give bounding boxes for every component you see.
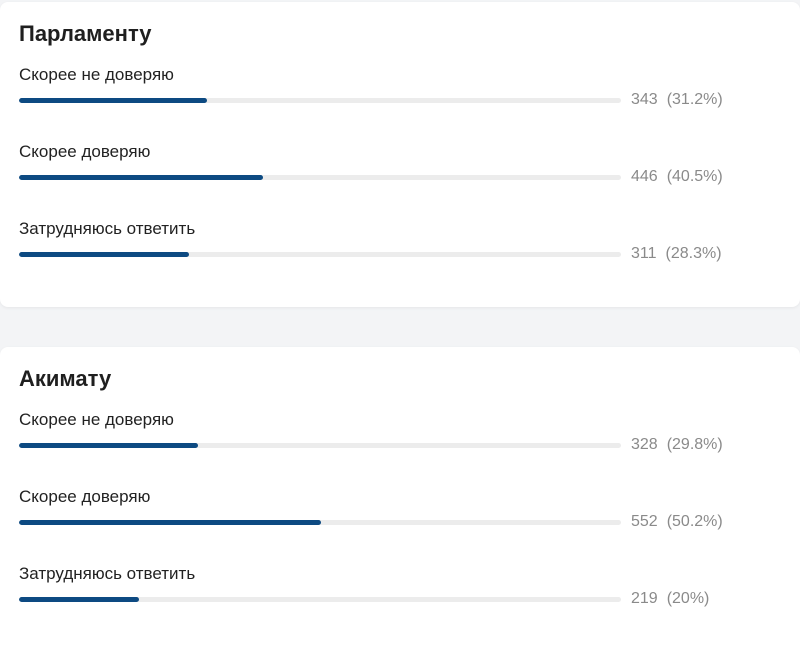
vote-count: 343 bbox=[631, 91, 658, 108]
vote-count: 311 bbox=[631, 245, 657, 262]
option-stats: 328 (29.8%) bbox=[631, 435, 723, 455]
result-bar-fill bbox=[19, 443, 199, 448]
poll-option: Затрудняюсь ответить 219 (20%) bbox=[0, 563, 800, 633]
vote-percent: (40.5%) bbox=[666, 168, 723, 185]
result-bar-track bbox=[19, 252, 621, 257]
option-stats: 446 (40.5%) bbox=[631, 167, 723, 187]
vote-count: 219 bbox=[631, 590, 658, 607]
vote-percent: (28.3%) bbox=[665, 245, 722, 262]
vote-percent: (31.2%) bbox=[666, 91, 723, 108]
poll-option: Скорее доверяю 552 (50.2%) bbox=[0, 486, 800, 556]
poll-card-akimat: Акимату Скорее не доверяю 328 (29.8%) Ско… bbox=[0, 347, 800, 648]
poll-title: Акимату bbox=[19, 366, 112, 391]
result-bar-fill bbox=[19, 252, 190, 257]
result-bar-track bbox=[19, 443, 621, 448]
poll-option: Скорее не доверяю 343 (31.2%) bbox=[0, 64, 800, 134]
option-stats: 343 (31.2%) bbox=[631, 90, 723, 110]
result-bar-track bbox=[19, 520, 621, 525]
result-bar-track bbox=[19, 175, 621, 180]
poll-option: Затрудняюсь ответить 311 (28.3%) bbox=[0, 218, 800, 288]
result-bar-track bbox=[19, 597, 621, 602]
option-stats: 552 (50.2%) bbox=[631, 512, 723, 532]
result-bar-fill bbox=[19, 597, 140, 602]
result-bar-fill bbox=[19, 98, 207, 103]
option-label: Затрудняюсь ответить bbox=[19, 564, 196, 583]
option-stats: 219 (20%) bbox=[631, 589, 709, 609]
vote-percent: (29.8%) bbox=[666, 436, 723, 453]
poll-title: Парламенту bbox=[19, 21, 152, 46]
vote-count: 552 bbox=[631, 513, 658, 530]
option-label: Скорее не доверяю bbox=[19, 410, 174, 429]
result-bar-track bbox=[19, 98, 621, 103]
result-bar-fill bbox=[19, 175, 263, 180]
poll-option: Скорее доверяю 446 (40.5%) bbox=[0, 141, 800, 211]
option-label: Затрудняюсь ответить bbox=[19, 219, 196, 238]
vote-percent: (50.2%) bbox=[666, 513, 723, 530]
vote-percent: (20%) bbox=[666, 590, 710, 607]
vote-count: 328 bbox=[631, 436, 658, 453]
option-label: Скорее не доверяю bbox=[19, 65, 174, 84]
result-bar-fill bbox=[19, 520, 322, 525]
option-label: Скорее доверяю bbox=[19, 487, 151, 506]
poll-card-parliament: Парламенту Скорее не доверяю 343 (31.2%) … bbox=[0, 2, 800, 307]
option-label: Скорее доверяю bbox=[19, 142, 151, 161]
option-stats: 311 (28.3%) bbox=[631, 244, 722, 264]
poll-option: Скорее не доверяю 328 (29.8%) bbox=[0, 409, 800, 479]
vote-count: 446 bbox=[631, 168, 658, 185]
